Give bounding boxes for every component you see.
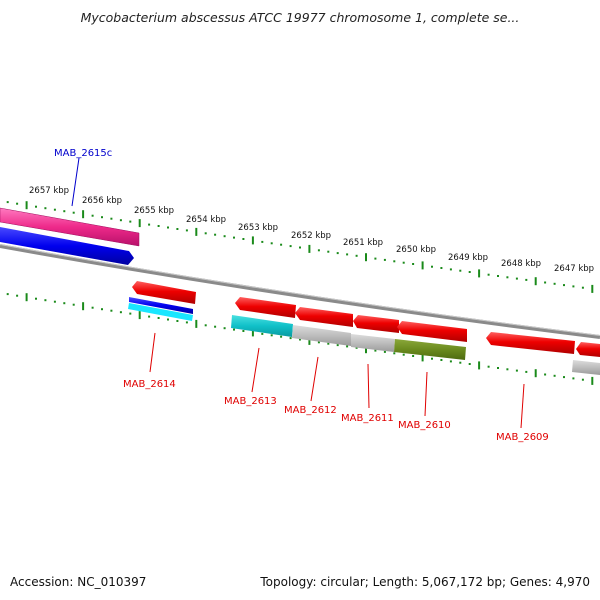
gene-label-MAB_2610[interactable]: MAB_2610 bbox=[398, 420, 451, 431]
gene-label-MAB_2613[interactable]: MAB_2613 bbox=[224, 396, 277, 407]
gene-label-MAB_2615c[interactable]: MAB_2615c bbox=[54, 148, 112, 159]
tick-label-2647: 2647 kbp bbox=[554, 264, 594, 274]
tick-label-2651: 2651 kbp bbox=[343, 238, 383, 248]
tick-label-2652: 2652 kbp bbox=[291, 231, 331, 241]
tick-label-2654: 2654 kbp bbox=[186, 215, 226, 225]
gene-MAB_2611[interactable] bbox=[351, 315, 399, 352]
gene-MAB_2610[interactable] bbox=[394, 321, 467, 360]
label-leader-MAB_2615c bbox=[71, 157, 80, 207]
upper-scale-ticks bbox=[6, 201, 594, 293]
feature-blue-upper[interactable] bbox=[0, 227, 134, 265]
label-leader-MAB_2612 bbox=[310, 356, 319, 402]
gene-MAB_2615c[interactable] bbox=[0, 207, 140, 247]
accession-label: Accession: NC_010397 bbox=[10, 575, 147, 589]
label-leader-MAB_2611 bbox=[367, 363, 370, 409]
gene-label-MAB_2614[interactable]: MAB_2614 bbox=[123, 379, 176, 390]
tick-label-2653: 2653 kbp bbox=[238, 223, 278, 233]
tick-label-2655: 2655 kbp bbox=[134, 206, 174, 216]
map-title: Mycobacterium abscessus ATCC 19977 chrom… bbox=[80, 10, 520, 25]
tick-label-2650: 2650 kbp bbox=[396, 245, 436, 255]
chromosome-backbone-highlight bbox=[0, 244, 600, 336]
gene-MAB_2614[interactable] bbox=[128, 281, 196, 321]
label-leader-MAB_2609 bbox=[520, 383, 525, 429]
gene-MAB_2613[interactable] bbox=[231, 297, 296, 337]
tick-label-2648: 2648 kbp bbox=[501, 259, 541, 269]
gene-partial-right[interactable] bbox=[572, 342, 600, 375]
gene-MAB_2612[interactable] bbox=[292, 307, 353, 346]
lower-scale-ticks bbox=[6, 293, 594, 385]
label-leader-MAB_2613 bbox=[251, 347, 260, 393]
label-leader-MAB_2614 bbox=[149, 332, 156, 373]
gene-MAB_2609[interactable] bbox=[486, 332, 575, 354]
genome-summary: Topology: circular; Length: 5,067,172 bp… bbox=[260, 575, 590, 589]
tick-label-2657: 2657 kbp bbox=[29, 186, 69, 196]
tick-label-2656: 2656 kbp bbox=[82, 196, 122, 206]
tick-label-2649: 2649 kbp bbox=[448, 253, 488, 263]
gene-label-MAB_2609[interactable]: MAB_2609 bbox=[496, 432, 549, 443]
chromosome-backbone bbox=[0, 244, 600, 339]
label-leader-MAB_2610 bbox=[424, 371, 428, 417]
gene-label-MAB_2612[interactable]: MAB_2612 bbox=[284, 405, 337, 416]
gene-label-MAB_2611[interactable]: MAB_2611 bbox=[341, 413, 394, 424]
